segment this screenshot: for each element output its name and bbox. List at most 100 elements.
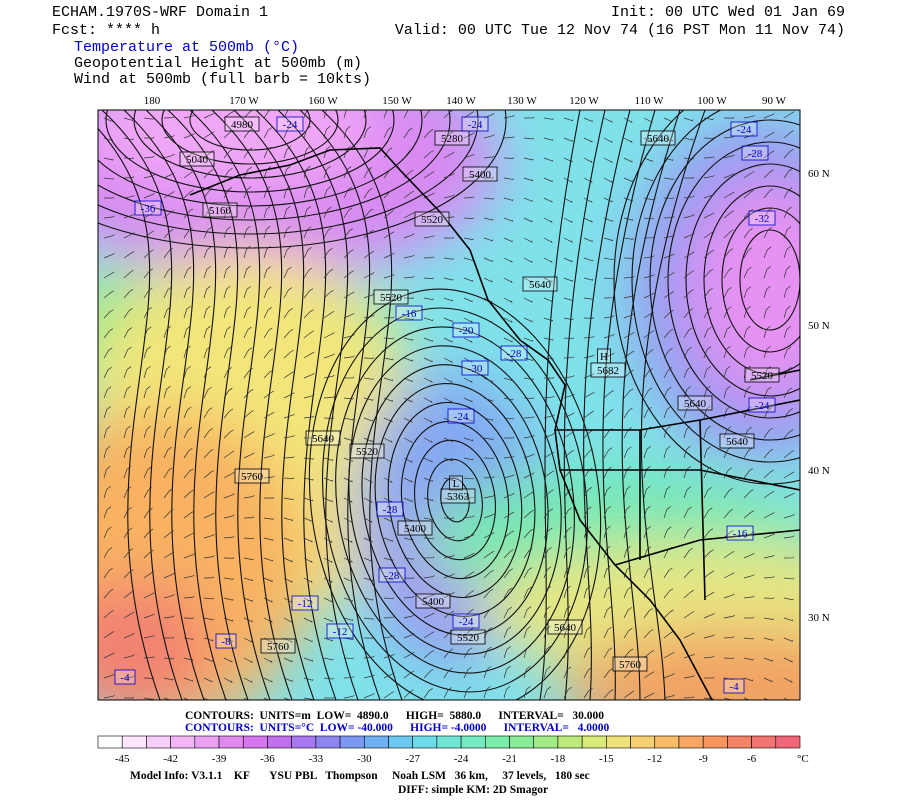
wind-barb: [263, 557, 273, 562]
wind-barb: [683, 611, 695, 619]
wind-barb: [143, 549, 154, 559]
wind-barb: [503, 436, 515, 439]
wind-barb: [223, 110, 235, 119]
wind-barb: [163, 135, 175, 139]
wind-barb: [743, 228, 753, 239]
wind-barb: [163, 467, 173, 479]
longitude-label: 110 W: [634, 95, 664, 107]
wind-barb: [623, 177, 633, 183]
wind-barb: [443, 573, 455, 579]
height-label-box: [612, 656, 648, 672]
wind-barb: [483, 476, 495, 479]
wind-barb: [263, 146, 272, 159]
wind-barb: [743, 574, 755, 579]
wind-barb: [763, 325, 771, 339]
wind-barb: [583, 687, 593, 699]
wind-barb: [183, 406, 192, 419]
wind-barb: [403, 233, 415, 239]
temperature-label: -20: [459, 325, 474, 337]
wind-barb: [523, 472, 535, 479]
wind-barb: [643, 566, 652, 579]
wind-barb: [663, 253, 675, 259]
wind-barb: [243, 166, 252, 179]
colorbar-label: -36: [260, 753, 275, 765]
temperature-label-box: [748, 210, 776, 226]
wind-barb: [483, 627, 493, 639]
wind-barb: [383, 377, 394, 382]
wind-barb: [583, 626, 592, 639]
wind-barb: [243, 452, 255, 459]
wind-barb: [703, 425, 711, 439]
wind-barb: [343, 457, 353, 462]
wind-barb: [123, 117, 134, 121]
wind-barb: [423, 537, 434, 540]
wind-barb: [623, 275, 635, 279]
wind-barb: [283, 266, 292, 279]
wind-barb: [103, 366, 112, 379]
wind-barb: [243, 286, 251, 299]
height-label-box: [373, 289, 409, 305]
colorbar-swatch: [388, 735, 413, 749]
wind-barb: [403, 337, 414, 341]
wind-barb: [103, 465, 111, 479]
wind-barb: [763, 346, 771, 359]
wind-barb: [463, 277, 473, 282]
wind-barb: [423, 437, 433, 443]
wind-barb: [483, 457, 495, 459]
wind-barb: [643, 137, 653, 143]
wind-barb: [543, 546, 552, 559]
height-label-box: [719, 433, 755, 449]
wind-barb: [723, 210, 735, 219]
wind-barb: [543, 337, 554, 341]
wind-barb: [103, 386, 112, 399]
wind-barb: [703, 385, 711, 399]
latitude-label: 60 N: [808, 168, 830, 180]
wind-barb: [463, 111, 475, 119]
model-title: ECHAM.1970S-WRF Domain 1: [52, 4, 268, 21]
colorbar-label: -24: [454, 753, 469, 765]
wind-barb: [623, 332, 635, 339]
wind-barb: [203, 576, 215, 579]
wind-barb: [683, 327, 693, 339]
wind-barb: [383, 189, 394, 199]
wind-barb: [163, 326, 171, 339]
wind-barb: [503, 417, 514, 420]
wind-barb: [283, 617, 293, 624]
map-area: 4980 5040 5160 5280 5400 5520 5520 5640 5640 H 568…: [98, 110, 800, 700]
wind-barb: [663, 328, 674, 339]
wind-barb: [523, 337, 533, 342]
wind-barb: [123, 675, 135, 679]
wind-barb: [663, 157, 674, 161]
wind-barb: [463, 175, 475, 179]
wind-barb: [343, 312, 355, 319]
wind-barb: [363, 674, 375, 679]
wind-barb: [323, 657, 334, 661]
wind-barb: [703, 326, 712, 339]
wind-barb: [763, 533, 775, 539]
wind-barb: [243, 473, 255, 479]
wind-barb: [503, 177, 514, 180]
wind-barb: [503, 337, 513, 343]
wind-barb: [163, 385, 171, 399]
colorbar-unit: °C: [797, 753, 809, 765]
wind-barb: [163, 345, 171, 359]
wind-barb: [103, 406, 111, 419]
wind-barb: [363, 636, 375, 639]
longitude-label: 160 W: [308, 95, 338, 107]
wind-barb: [783, 617, 794, 622]
wind-barb: [643, 406, 652, 419]
height-label: 5520: [356, 446, 379, 458]
wind-barb: [643, 217, 654, 220]
wind-barb: [183, 247, 192, 259]
wind-barb: [203, 366, 212, 379]
wind-barb: [303, 145, 311, 159]
wind-barb: [283, 146, 291, 159]
wind-barb: [243, 637, 253, 643]
wind-barb: [283, 308, 293, 319]
wind-barb: [383, 616, 395, 619]
temperature-label-box: [215, 633, 237, 649]
colorbar-swatch: [363, 735, 389, 749]
wind-barb: [323, 227, 333, 239]
wind-barb: [363, 126, 372, 139]
